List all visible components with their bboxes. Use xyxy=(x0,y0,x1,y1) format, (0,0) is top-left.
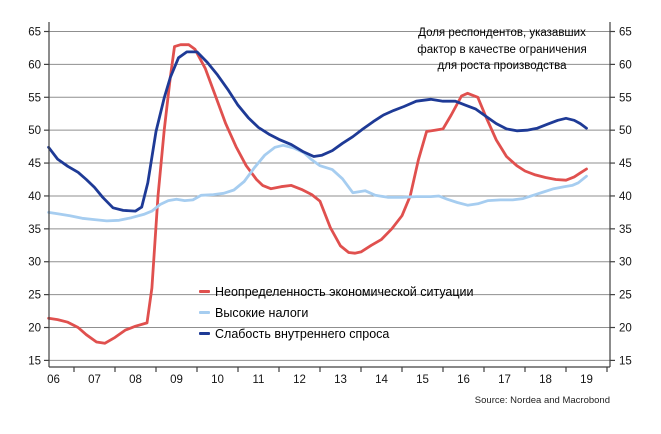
legend-label: Неопределенность экономической ситуации xyxy=(215,284,474,299)
annotation-line-3: для роста производства xyxy=(437,60,567,72)
series-lines xyxy=(47,43,588,345)
x-tick-label: 07 xyxy=(88,374,101,386)
y-tick-label-left: 65 xyxy=(28,27,41,39)
axes xyxy=(44,22,615,372)
x-tick-label: 16 xyxy=(457,374,470,386)
x-tick-label: 10 xyxy=(211,374,224,386)
y-tick-label-left: 55 xyxy=(28,92,41,104)
x-tick-label: 14 xyxy=(375,374,388,386)
y-tick-label-left: 35 xyxy=(28,224,41,236)
axis-tick-labels: 15 15 20 20 25 25 30 30 35 35 40 40 45 45 50 50 55 55 60 60… xyxy=(28,27,632,387)
chart-legend: Неопределенность экономической ситуации … xyxy=(199,281,474,344)
annotation-line-1: Доля респондентов, указавших xyxy=(418,27,586,39)
series-line-2 xyxy=(47,50,588,213)
x-tick-label: 08 xyxy=(129,374,142,386)
y-tick-label-right: 30 xyxy=(619,257,632,269)
y-tick-label-left: 15 xyxy=(28,355,41,367)
y-tick-label-left: 30 xyxy=(28,257,41,269)
legend-item-uncertainty: Неопределенность экономической ситуации xyxy=(199,281,474,302)
series-line-1 xyxy=(47,143,588,223)
x-tick-label: 15 xyxy=(416,374,429,386)
y-tick-label-right: 25 xyxy=(619,290,632,302)
y-tick-label-left: 50 xyxy=(28,125,41,137)
x-tick-label: 13 xyxy=(334,374,347,386)
y-tick-label-right: 65 xyxy=(619,27,632,39)
legend-label: Высокие налоги xyxy=(215,305,309,320)
y-tick-label-right: 50 xyxy=(619,125,632,137)
y-tick-label-right: 55 xyxy=(619,92,632,104)
series-line-0 xyxy=(47,43,588,345)
y-tick-label-right: 45 xyxy=(619,158,632,170)
x-tick-label: 09 xyxy=(170,374,183,386)
y-tick-label-right: 15 xyxy=(619,355,632,367)
legend-item-taxes: Высокие налоги xyxy=(199,302,474,323)
y-tick-label-right: 20 xyxy=(619,323,632,335)
annotation-line-2: фактор в качестве ограничения xyxy=(417,43,587,56)
y-tick-label-left: 45 xyxy=(28,158,41,170)
x-tick-label: 12 xyxy=(293,374,306,386)
legend-swatch-red xyxy=(199,290,210,293)
y-tick-label-left: 20 xyxy=(28,323,41,335)
y-tick-label-right: 35 xyxy=(619,224,632,236)
x-tick-label: 06 xyxy=(47,374,60,386)
source-credit: Source: Nordea and Macrobond xyxy=(474,395,610,406)
x-tick-label: 18 xyxy=(539,374,552,386)
chart-annotation: Доля респондентов, указавших фактор в ка… xyxy=(392,25,612,75)
y-tick-label-left: 60 xyxy=(28,59,41,71)
legend-swatch-darkblue xyxy=(199,332,210,335)
x-tick-label: 11 xyxy=(253,374,265,386)
y-tick-label-left: 40 xyxy=(28,191,41,203)
legend-item-demand: Слабость внутреннего спроса xyxy=(199,323,474,344)
legend-label: Слабость внутреннего спроса xyxy=(215,326,390,341)
y-tick-label-right: 60 xyxy=(619,59,632,71)
y-tick-label-right: 40 xyxy=(619,191,632,203)
x-tick-label: 17 xyxy=(498,374,511,386)
y-tick-label-left: 25 xyxy=(28,290,41,302)
legend-swatch-lightblue xyxy=(199,311,210,314)
x-tick-label: 19 xyxy=(580,374,593,386)
